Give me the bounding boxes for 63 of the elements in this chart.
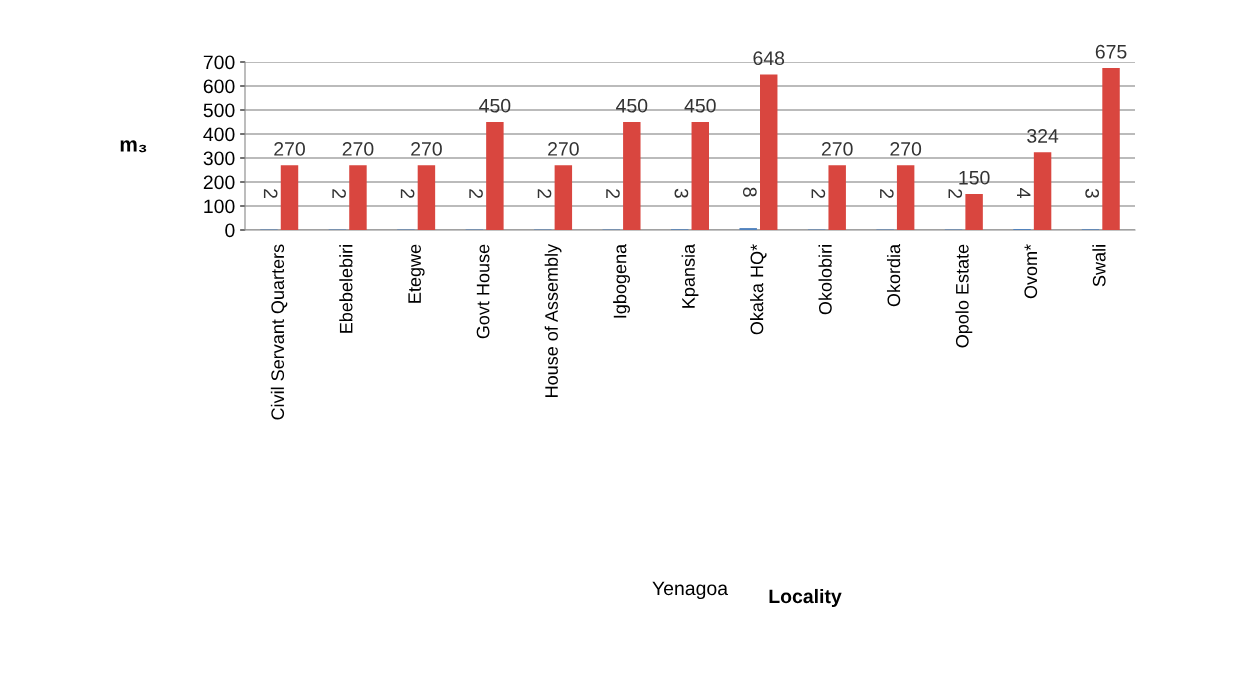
x-tick-label: Okolobiri <box>818 245 832 315</box>
data-label: 2 <box>606 189 620 198</box>
y-tick-label: 200 <box>203 175 235 190</box>
data-label: 4 <box>1017 188 1031 198</box>
bar <box>623 122 641 230</box>
x-tick-label: Opolo Estate <box>955 244 973 348</box>
text: Locality <box>769 588 842 608</box>
bar <box>965 194 983 230</box>
x-tick-label: Igbogena <box>613 243 630 318</box>
x-tick-label: Govt House <box>476 244 490 339</box>
data-label: 8 <box>742 187 757 197</box>
data-label: 648 <box>753 51 785 66</box>
data-label: 270 <box>342 142 374 156</box>
data-label: 2 <box>263 189 278 198</box>
text: Yenagoa <box>652 581 729 600</box>
y-tick-label: 100 <box>204 199 235 214</box>
data-label: 324 <box>1027 129 1059 143</box>
y-tick-label: 500 <box>203 103 235 118</box>
bar <box>896 165 915 230</box>
data-label: 2 <box>948 189 963 198</box>
bar <box>349 165 367 230</box>
data-label: 450 <box>684 98 716 113</box>
y-tick-label: 0 <box>225 223 235 238</box>
x-tick-label: Civil Servant Quarters <box>270 244 288 420</box>
bar <box>691 122 709 230</box>
data-label: 2 <box>469 189 483 198</box>
bar <box>1102 68 1120 230</box>
x-tick-label: Okaka HQ* <box>750 244 767 335</box>
x-tick-label: Kpansia <box>681 243 699 308</box>
x-tick-label: Okordia <box>886 243 901 307</box>
bar <box>828 165 846 230</box>
data-label: 270 <box>890 142 922 156</box>
data-label: 3 <box>674 188 689 198</box>
x-tick-label: Ebebelebiri <box>339 245 353 333</box>
data-label: 270 <box>821 142 853 156</box>
y-tick-label: 400 <box>203 127 235 142</box>
data-label: 675 <box>1095 44 1127 59</box>
data-label: 2 <box>880 189 894 198</box>
data-label: 2 <box>332 189 346 198</box>
data-label: 2 <box>400 189 415 198</box>
x-tick-label: Swali <box>1092 245 1106 287</box>
x-tick-label: Ovom* <box>1024 244 1038 299</box>
y-axis-title: m₃ <box>120 140 147 153</box>
data-label: 270 <box>548 142 579 156</box>
bar <box>554 165 573 230</box>
data-label: 450 <box>616 98 648 113</box>
data-label: 450 <box>479 98 511 113</box>
data-label: 150 <box>959 170 990 185</box>
data-label: 270 <box>411 142 442 156</box>
y-tick-label: 300 <box>203 151 235 166</box>
y-tick-label: 700 <box>203 55 235 70</box>
bar <box>1033 152 1052 230</box>
bar <box>417 165 436 230</box>
data-label: 270 <box>274 142 305 156</box>
data-label: 2 <box>537 189 552 198</box>
x-tick-label: House of Assembly <box>544 243 562 397</box>
data-label: 3 <box>1085 188 1100 198</box>
bar <box>760 74 778 230</box>
data-label: 2 <box>811 189 826 198</box>
x-tick-label: Etegwe <box>408 244 425 303</box>
bar <box>486 122 504 230</box>
y-tick-label: 600 <box>203 79 235 94</box>
bar <box>280 165 299 230</box>
